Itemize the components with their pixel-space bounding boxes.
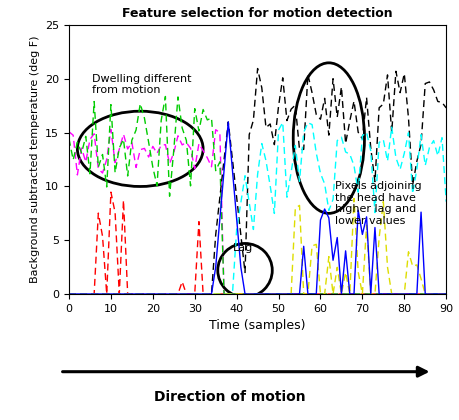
Text: Pixels adjoining
the head have
higher lag and
lower values: Pixels adjoining the head have higher la… [335,181,421,226]
X-axis label: Time (samples): Time (samples) [209,319,305,332]
Y-axis label: Background subtracted temperature (deg F): Background subtracted temperature (deg F… [29,36,39,284]
FancyArrowPatch shape [62,367,425,376]
Text: Dwelling different
from motion: Dwelling different from motion [92,74,191,95]
Text: Direction of motion: Direction of motion [154,390,305,404]
Title: Feature selection for motion detection: Feature selection for motion detection [122,7,392,20]
Text: Lag: Lag [232,243,252,253]
